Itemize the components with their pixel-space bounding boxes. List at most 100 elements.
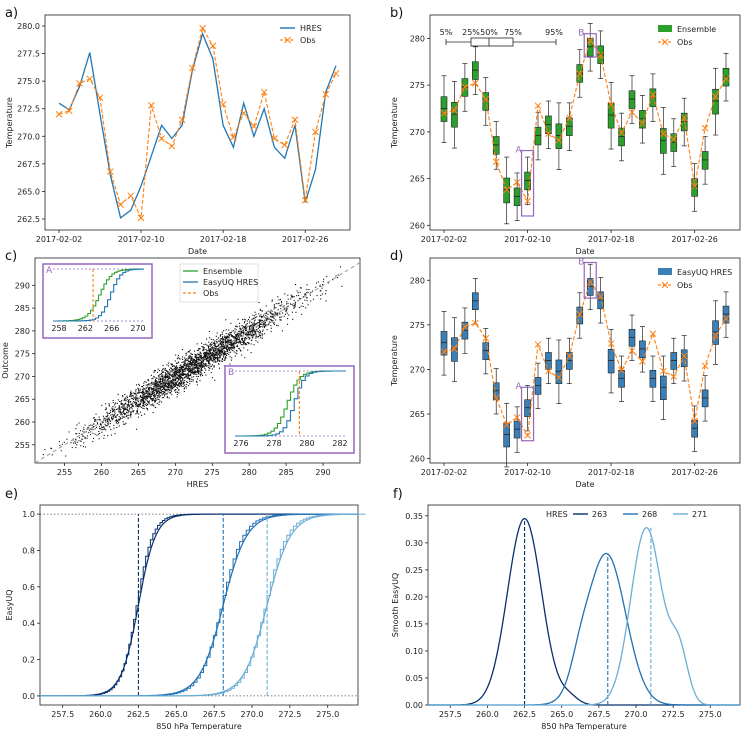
- scatter-point: [131, 411, 133, 413]
- d-obs-marker: [576, 310, 584, 318]
- scatter-point: [174, 390, 176, 392]
- scatter-point: [158, 387, 160, 389]
- scatter-point: [65, 455, 67, 457]
- b-obs-marker: [471, 79, 479, 87]
- scatter-point: [222, 344, 224, 346]
- scatter-point: [268, 323, 270, 325]
- scatter-point: [243, 342, 245, 344]
- scatter-point: [141, 386, 143, 388]
- scatter-point: [273, 313, 275, 315]
- scatter-point: [162, 390, 164, 392]
- scatter-point: [81, 433, 83, 435]
- scatter-point: [102, 415, 104, 417]
- scatter-point: [251, 339, 253, 341]
- scatter-point: [265, 314, 267, 316]
- scatter-point: [178, 374, 180, 376]
- scatter-point: [249, 337, 251, 339]
- inset-b-tick: 282: [332, 439, 347, 448]
- scatter-point: [248, 337, 250, 339]
- scatter-point: [166, 385, 168, 387]
- scatter-point: [240, 335, 242, 337]
- scatter-point: [137, 416, 139, 418]
- scatter-point: [261, 310, 263, 312]
- scatter-point: [171, 374, 173, 376]
- panel-f-legend-label: 271: [692, 510, 707, 519]
- scatter-point: [300, 298, 302, 300]
- scatter-point: [152, 412, 154, 414]
- scatter-point: [243, 343, 245, 345]
- scatter-point: [207, 356, 209, 358]
- scatter-point: [222, 342, 224, 344]
- scatter-point: [263, 323, 265, 325]
- d-obs-marker: [691, 417, 699, 425]
- scatter-point: [167, 385, 169, 387]
- scatter-point: [220, 360, 222, 362]
- panel-e-ytick-label: 0.0: [22, 692, 35, 701]
- scatter-point: [159, 386, 161, 388]
- scatter-point: [200, 375, 202, 377]
- scatter-point: [169, 380, 171, 382]
- scatter-point: [178, 392, 180, 394]
- scatter-point: [213, 359, 215, 361]
- d-highlight-label-a: A: [516, 382, 523, 392]
- scatter-point: [182, 371, 184, 373]
- d-obs-marker: [451, 345, 458, 353]
- scatter-point: [221, 346, 223, 348]
- scatter-point: [199, 380, 201, 382]
- scatter-point: [207, 352, 209, 354]
- scatter-point: [246, 329, 248, 331]
- scatter-point: [260, 337, 262, 339]
- scatter-point: [145, 407, 147, 409]
- scatter-point: [248, 316, 250, 318]
- scatter-point: [113, 409, 115, 411]
- scatter-point: [146, 397, 148, 399]
- panel-c-xtick-label: 270: [168, 468, 183, 477]
- panel-f-xlabel: 850 hPa Temperature: [541, 722, 627, 730]
- scatter-point: [144, 393, 146, 395]
- scatter-point: [255, 337, 257, 339]
- scatter-point: [251, 327, 253, 329]
- scatter-point: [171, 390, 173, 392]
- scatter-point: [131, 408, 133, 410]
- scatter-point: [195, 363, 197, 365]
- scatter-point: [230, 332, 232, 334]
- scatter-point: [225, 337, 227, 339]
- scatter-point: [293, 304, 295, 306]
- scatter-point: [152, 393, 154, 395]
- scatter-point: [221, 344, 223, 346]
- scatter-point: [182, 379, 184, 381]
- scatter-point: [183, 381, 185, 383]
- scatter-point: [150, 395, 152, 397]
- scatter-point: [84, 437, 86, 439]
- scatter-point: [286, 303, 288, 305]
- b-box: [472, 61, 479, 80]
- scatter-point: [130, 413, 132, 415]
- scatter-point: [221, 352, 223, 354]
- scatter-point: [228, 348, 230, 350]
- scatter-point: [274, 312, 276, 314]
- b-obs-marker: [670, 135, 678, 143]
- scatter-point: [105, 421, 107, 423]
- scatter-point: [188, 360, 190, 362]
- scatter-point: [163, 377, 165, 379]
- scatter-point: [189, 371, 191, 373]
- scatter-point: [320, 294, 322, 296]
- scatter-point: [140, 396, 142, 398]
- scatter-point: [283, 309, 285, 311]
- scatter-point: [217, 352, 219, 354]
- scatter-point: [185, 386, 187, 388]
- d-legend-box-swatch: [658, 268, 672, 275]
- scatter-point: [191, 362, 193, 364]
- b-box: [691, 178, 698, 197]
- scatter-point: [256, 331, 258, 333]
- scatter-point: [174, 386, 176, 388]
- scatter-point: [242, 332, 244, 334]
- scatter-point: [208, 358, 210, 360]
- scatter-point: [119, 400, 121, 402]
- panel-d-ytick-label: 275: [410, 321, 425, 330]
- scatter-point: [288, 314, 290, 316]
- scatter-point: [120, 402, 122, 404]
- scatter-point: [306, 292, 308, 294]
- scatter-point: [225, 353, 227, 355]
- scatter-point: [139, 405, 141, 407]
